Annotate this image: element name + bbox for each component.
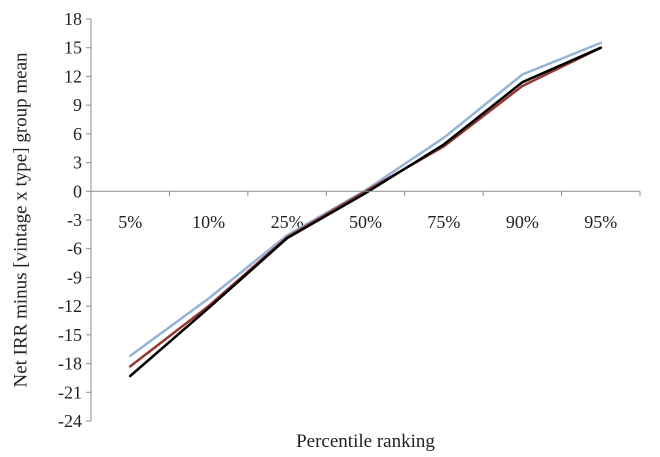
x-tick-label: 90% <box>506 212 539 232</box>
y-tick-label: -24 <box>58 411 82 431</box>
y-tick-label: -18 <box>58 354 82 374</box>
series-line-2 <box>128 46 603 368</box>
series-line-1 <box>128 41 603 358</box>
x-axis-ticks: 5% 10% 25% 50% 75% 90% 95% <box>90 191 641 232</box>
y-tick-label: 15 <box>64 38 82 58</box>
y-axis-title: Net IRR minus [vintage x type] group mea… <box>10 52 31 388</box>
y-axis-ticks: 18 15 12 9 6 3 0 -3 -6 -9 -12 -15 -18 -21 -24 <box>58 9 91 431</box>
y-tick-label: -3 <box>67 210 82 230</box>
y-tick-label: -21 <box>58 382 82 402</box>
y-tick-label: -9 <box>67 267 82 287</box>
x-tick-label: 25% <box>271 212 304 232</box>
x-tick-label: 95% <box>584 212 617 232</box>
y-tick-label: 0 <box>73 181 82 201</box>
x-tick-label: 75% <box>427 212 460 232</box>
y-tick-label: 6 <box>73 124 82 144</box>
y-tick-label: 9 <box>73 95 82 115</box>
y-tick-label: -15 <box>58 325 82 345</box>
y-tick-label: -6 <box>67 239 82 259</box>
y-tick-label: 18 <box>64 9 82 29</box>
series-lines <box>128 41 603 378</box>
y-tick-label: 12 <box>64 66 82 86</box>
y-tick-label: 3 <box>73 153 82 173</box>
x-tick-label: 50% <box>349 212 382 232</box>
series-line-3 <box>128 46 603 378</box>
x-axis-title: Percentile ranking <box>296 431 435 452</box>
x-tick-label: 10% <box>192 212 225 232</box>
y-tick-label: -12 <box>58 296 82 316</box>
x-tick-label: 5% <box>118 212 142 232</box>
